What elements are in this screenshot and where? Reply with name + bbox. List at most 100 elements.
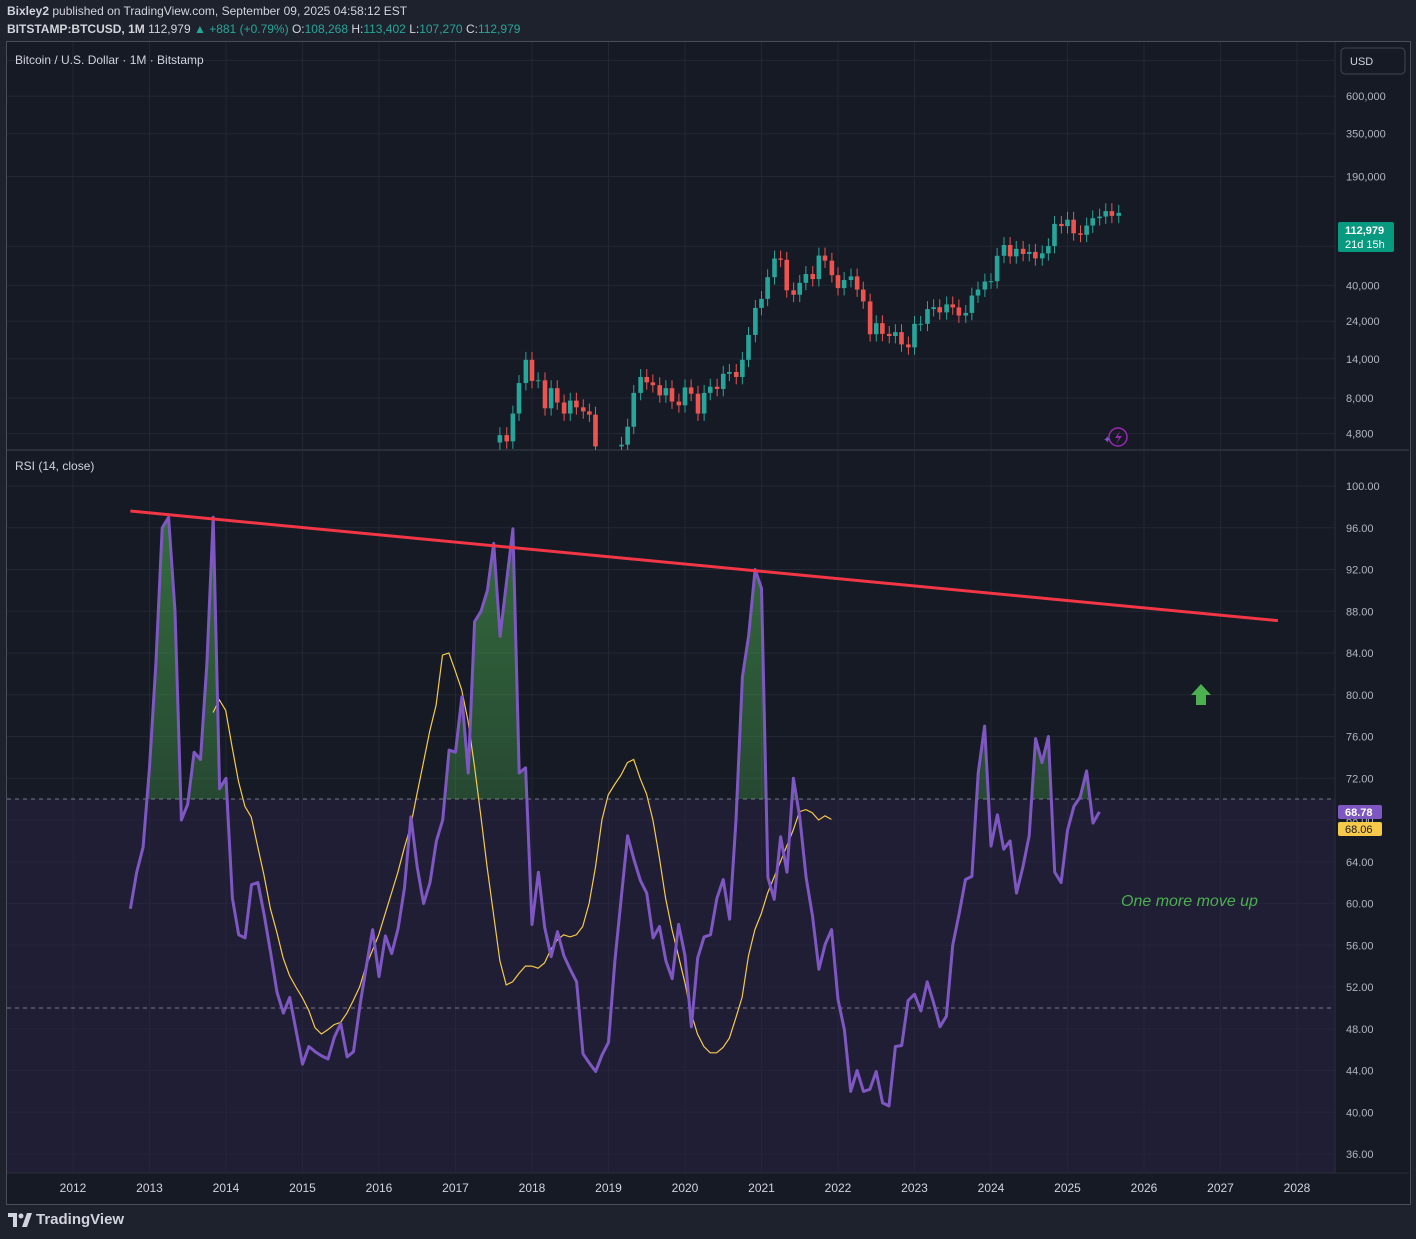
candle-body <box>772 258 777 278</box>
candle-body <box>740 359 745 377</box>
up-arrow-icon: ▲ <box>193 22 206 36</box>
rsi-tick-label: 100.00 <box>1346 481 1380 493</box>
candle-body <box>631 392 637 427</box>
candle-body <box>753 307 758 335</box>
year-tick-label: 2027 <box>1207 1181 1234 1195</box>
candle-body <box>988 281 994 283</box>
time-axis-ticks: 2012 2013 2014 2015 2016 2017 2018 2019 2020 2021… <box>60 1181 1311 1195</box>
candle-body <box>701 392 707 414</box>
price-axis-ticks: 1,000,000600,000350,000190,00070,00040,0… <box>1346 55 1395 440</box>
candle-body <box>695 393 701 414</box>
rsi-ma-line[interactable] <box>212 652 832 1054</box>
rsi-value-label: 68.78 <box>1345 807 1373 819</box>
candle-body <box>516 383 522 414</box>
candle-body <box>567 400 573 414</box>
year-tick-label: 2028 <box>1284 1181 1311 1195</box>
candle-body <box>523 359 529 384</box>
low-value: 107,270 <box>419 22 463 36</box>
price-change: +881 (+0.79%) <box>209 22 289 36</box>
candle-body <box>918 323 923 325</box>
candle-body <box>510 413 516 442</box>
candlestick-series[interactable] <box>497 203 1122 450</box>
annotation-text[interactable]: One more move up <box>1121 893 1258 910</box>
year-tick-label: 2022 <box>825 1181 852 1195</box>
candle-body <box>593 414 598 447</box>
currency-label: USD <box>1350 56 1373 68</box>
candle-body <box>574 400 579 408</box>
resistance-trendline[interactable] <box>130 509 1279 623</box>
open-value: 108,268 <box>304 22 348 36</box>
candle-body <box>1090 218 1096 226</box>
candle-body <box>797 282 803 295</box>
candle-body <box>899 332 904 345</box>
candle-body <box>1071 219 1076 234</box>
candle-body <box>497 435 503 443</box>
rsi-tick-label: 88.00 <box>1346 606 1374 618</box>
publisher-name[interactable]: Bixley2 <box>7 4 50 18</box>
candle-body <box>542 380 548 409</box>
candle-body <box>587 411 592 415</box>
open-label: O: <box>291 22 305 36</box>
candle-body <box>1046 246 1051 254</box>
flash-icon[interactable]: ✦ <box>1103 427 1128 447</box>
candle-body <box>1084 225 1089 235</box>
rsi-line[interactable] <box>128 515 1101 1108</box>
candle-body <box>969 295 975 313</box>
price-tick-label: 40,000 <box>1346 280 1380 292</box>
countdown-label: 21d 15h <box>1345 239 1385 251</box>
candle-body <box>886 333 892 337</box>
rsi-tick-label: 56.00 <box>1346 940 1374 952</box>
low-label: L: <box>409 22 420 36</box>
close-label: C: <box>465 22 478 36</box>
last-price: 112,979 <box>148 22 191 36</box>
candle-body <box>644 376 650 383</box>
candle-body <box>765 277 770 299</box>
rsi-tick-label: 64.00 <box>1346 857 1374 869</box>
candle-body <box>529 359 535 381</box>
candle-body <box>746 334 751 360</box>
tradingview-logo[interactable]: TradingView <box>8 1211 124 1228</box>
candle-body <box>676 401 682 406</box>
rsi-tick-label: 40.00 <box>1346 1107 1374 1119</box>
published-text: published on TradingView.com, September … <box>52 4 408 18</box>
currency-button[interactable]: USD <box>1340 47 1406 75</box>
rsi-tick-label: 84.00 <box>1346 648 1374 660</box>
candle-body <box>669 388 675 402</box>
year-tick-label: 2025 <box>1054 1181 1081 1195</box>
header-line-1: Bixley2 published on TradingView.com, Se… <box>7 4 407 18</box>
candle-body <box>682 387 688 406</box>
candle-body <box>650 382 656 386</box>
candle-body <box>657 385 663 396</box>
candle-body <box>854 276 860 290</box>
candle-body <box>1001 244 1007 256</box>
candle-body <box>873 323 879 335</box>
candle-body <box>707 386 713 393</box>
candle-body <box>829 260 835 276</box>
candle-body <box>880 323 885 334</box>
candle-body <box>625 426 630 445</box>
candle-body <box>580 407 586 412</box>
candle-body <box>561 402 567 414</box>
candle-body <box>1033 251 1038 259</box>
rsi-tick-label: 44.00 <box>1346 1066 1374 1078</box>
green-up-arrow-icon[interactable] <box>1191 684 1211 705</box>
header-line-2: BITSTAMP:BTCUSD, 1M 112,979 ▲ +881 (+0.7… <box>7 22 520 36</box>
candle-body <box>810 273 816 280</box>
candle-body <box>1116 212 1122 216</box>
year-tick-label: 2016 <box>366 1181 393 1195</box>
candle-body <box>956 307 962 316</box>
candle-body <box>937 307 943 313</box>
candle-body <box>835 275 841 289</box>
year-tick-label: 2014 <box>213 1181 240 1195</box>
candle-body <box>963 312 969 316</box>
candle-body <box>714 386 720 389</box>
candle-body <box>663 388 669 396</box>
candle-body <box>535 380 541 382</box>
rsi-axis-ticks: 100.00 96.00 92.00 88.00 84.00 80.00 76.00 72.0… <box>1346 481 1380 1161</box>
candle-body <box>638 376 643 393</box>
tradingview-logo-icon <box>8 1212 32 1227</box>
candle-body <box>944 304 949 313</box>
candle-body <box>982 281 988 290</box>
rsi-tick-label: 60.00 <box>1346 899 1374 911</box>
